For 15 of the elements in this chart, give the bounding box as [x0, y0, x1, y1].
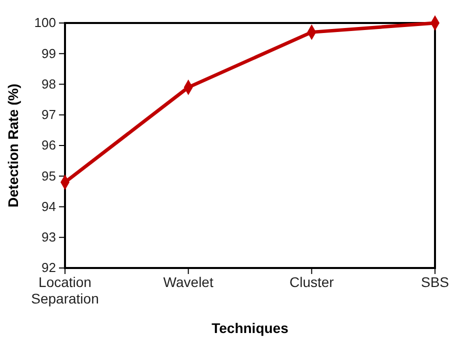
y-tick-label: 98	[42, 76, 56, 92]
y-tick-label: 95	[42, 168, 56, 184]
y-tick-label: 100	[34, 15, 56, 30]
x-axis-title: Techniques	[212, 320, 289, 336]
x-tick-label: Cluster	[289, 274, 334, 290]
y-tick-label: 96	[42, 138, 56, 153]
y-tick-label: 92	[42, 260, 56, 276]
x-tick-label: Wavelet	[163, 274, 214, 290]
y-tick-label: 99	[42, 46, 56, 61]
y-axis-title: Detection Rate (%)	[5, 84, 21, 208]
y-tick-label: 94	[42, 198, 56, 214]
y-tick-label: 93	[42, 230, 56, 245]
x-tick-label: SBS	[420, 274, 450, 290]
x-tick-label: Location Separation	[31, 274, 99, 307]
y-tick-label: 97	[42, 107, 56, 122]
